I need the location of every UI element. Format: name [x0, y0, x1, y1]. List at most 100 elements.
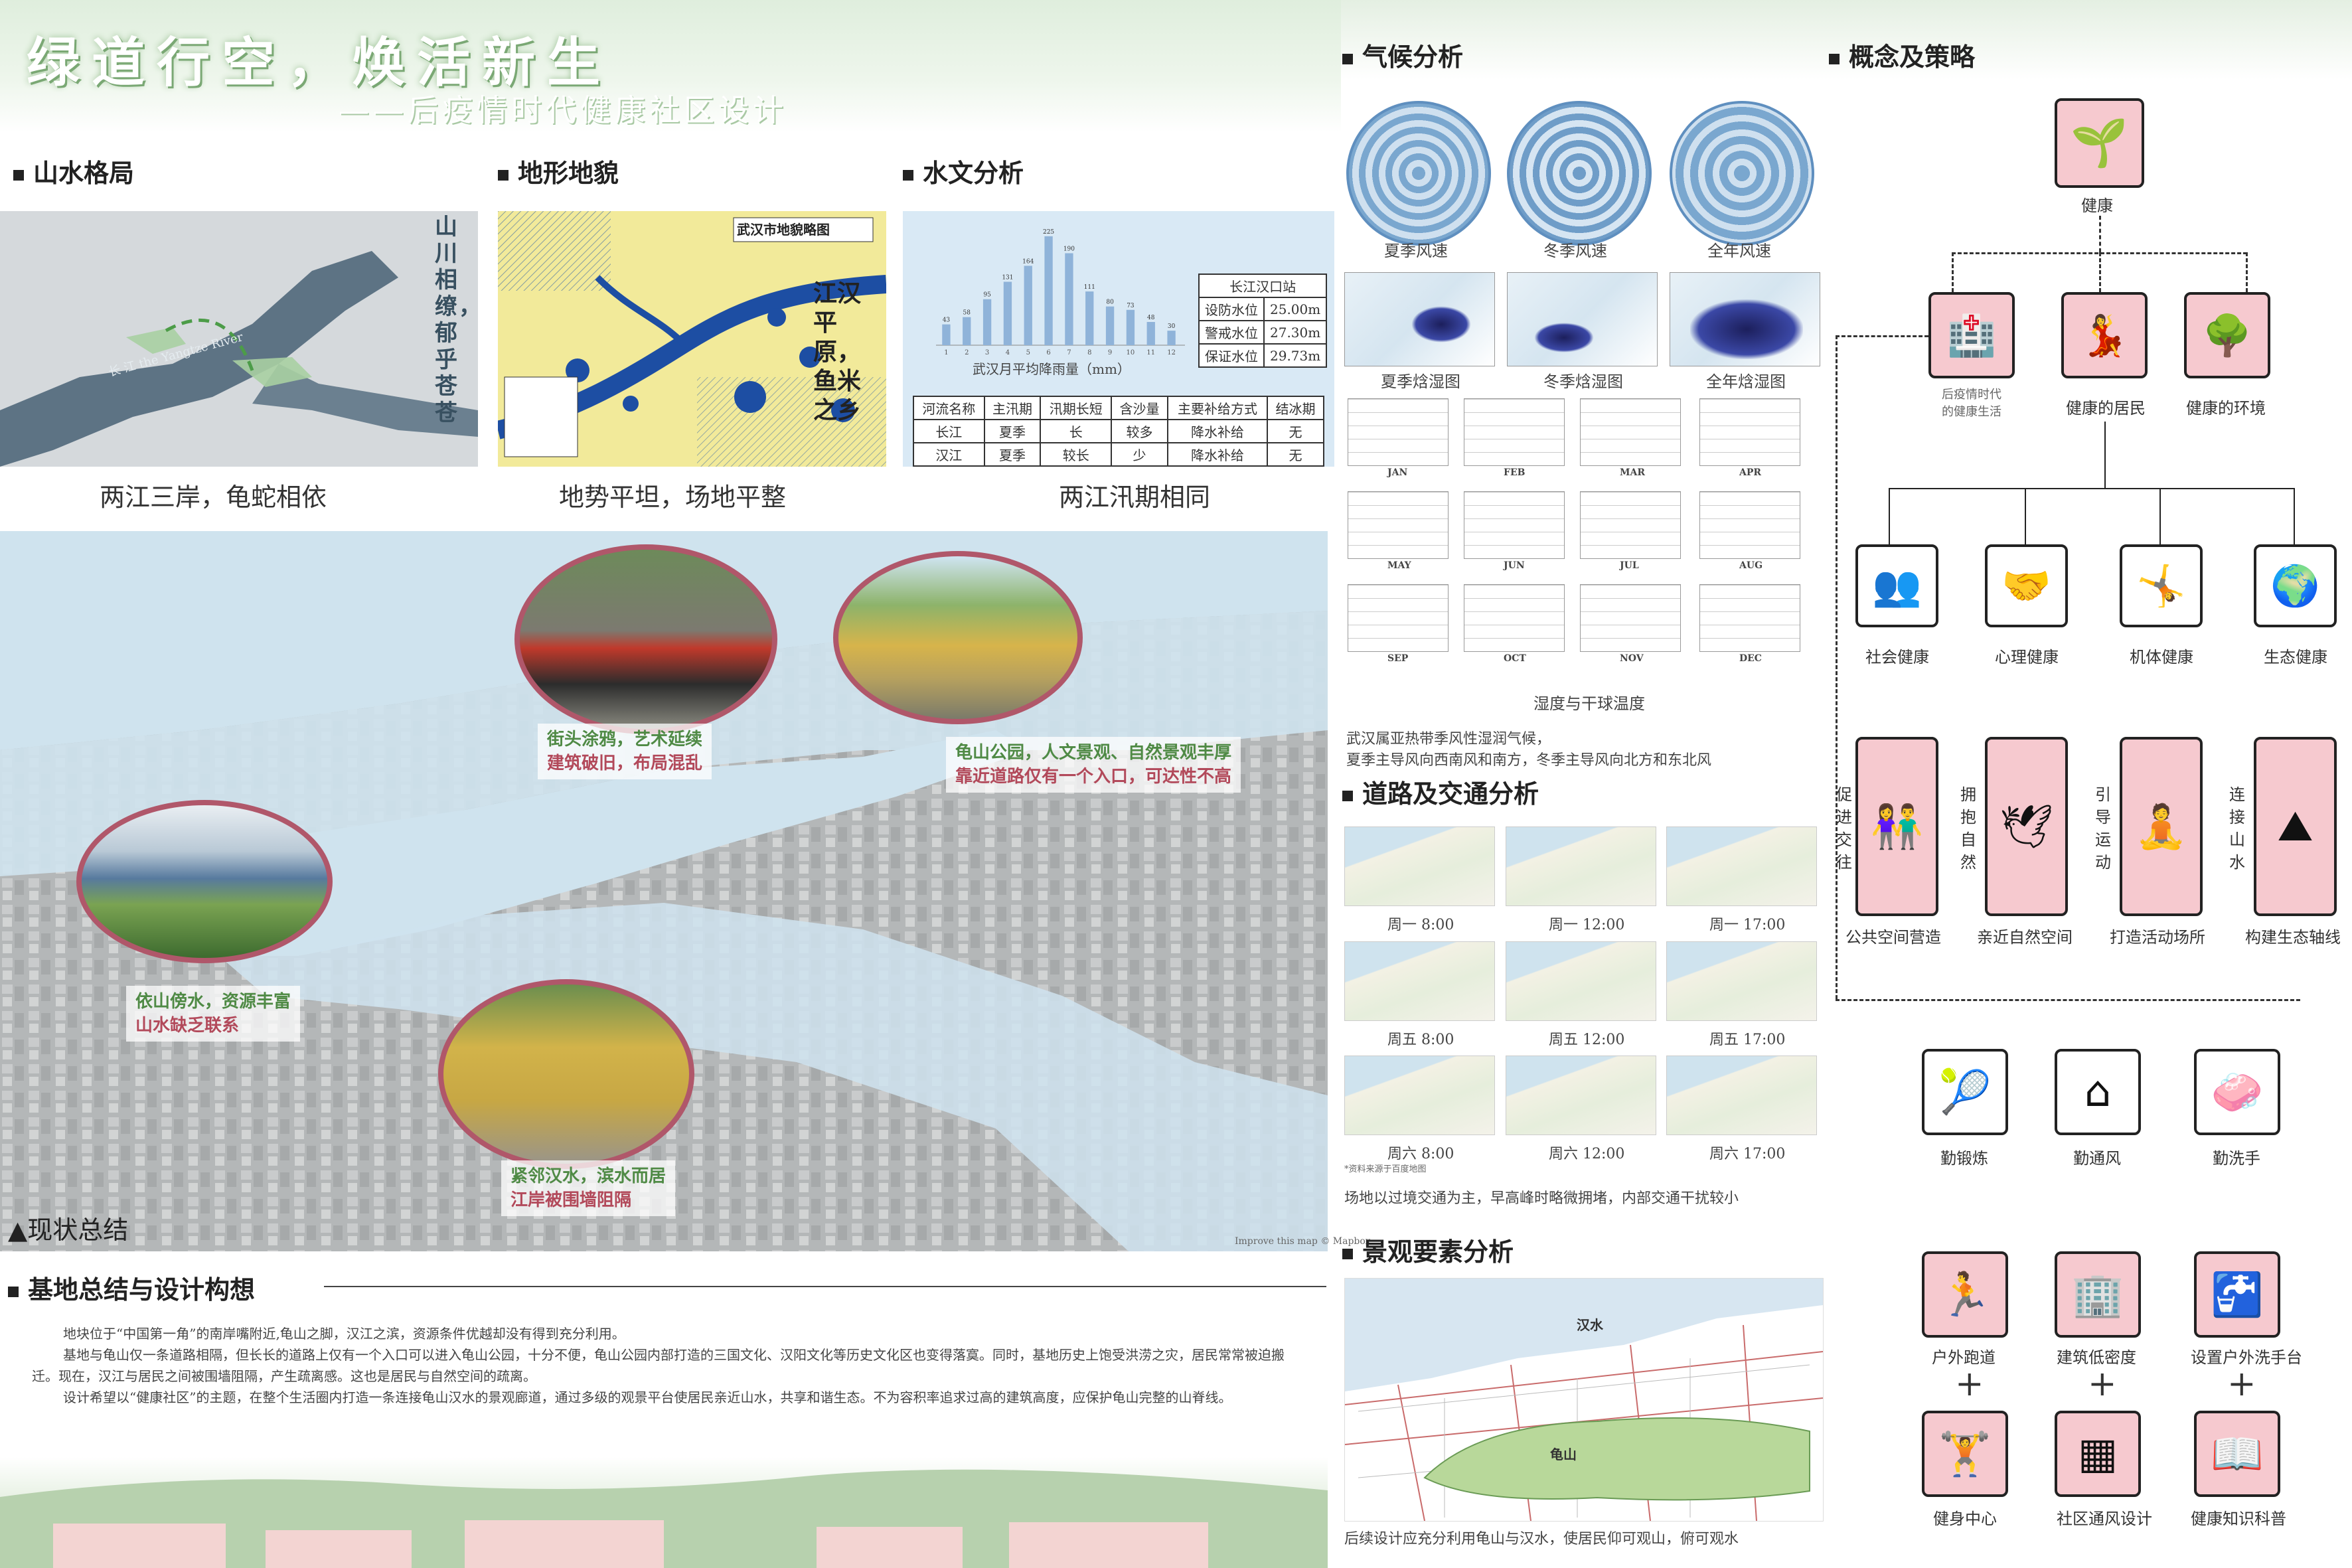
level3-side-4: 连接山水 — [2229, 785, 2245, 872]
connector — [2104, 422, 2106, 488]
level2-label-social: 社会健康 — [1865, 648, 1929, 666]
level1-label-residents: 健康的居民 — [2066, 399, 2146, 418]
humidity-chart — [1580, 584, 1681, 652]
header-jingguan: 景观要素分析 — [1342, 1231, 1514, 1268]
photo-wall — [438, 979, 694, 1169]
psychro-blob — [1690, 299, 1803, 359]
callout-graffiti: 街头涂鸦，艺术延续 建筑破旧，布局混乱 — [538, 724, 712, 779]
level5a-icon-track: 🏃 — [1922, 1251, 2008, 1338]
river-table-header: 结冰期 — [1267, 396, 1324, 420]
level3-side-3: 引导运动 — [2095, 785, 2111, 872]
callout-wall-good: 紧邻汉水，滨水而居 — [510, 1166, 666, 1186]
root-label: 健康 — [2081, 196, 2113, 215]
plus-3: + — [2227, 1364, 2256, 1404]
station-title: 长江汉口站 — [1198, 274, 1328, 298]
humidity-chart — [1464, 491, 1565, 559]
level1-label-life: 后疫情时代 的健康生活 — [1942, 388, 2001, 419]
summary-p3: 设计希望以“健康社区”的主题，在整个生活圈内打造一条连接龟山汉水的景观廊道，通过… — [63, 1389, 1232, 1405]
rainfall-category-label: 12 — [1167, 349, 1176, 356]
level3-icon-nature: 🕊 — [1985, 737, 2068, 916]
humidity-month-label: JUN — [1504, 560, 1525, 571]
humidity-chart — [1348, 398, 1449, 466]
climate-note-2: 夏季主导风向西南风和南方，冬季主导风向北方和东北风 — [1346, 752, 1712, 769]
rainfall-bar — [963, 317, 971, 345]
banner-right-tint — [1341, 0, 2352, 80]
rainfall-value-label: 48 — [1147, 315, 1155, 321]
washstand-icon: 🚰 — [2211, 1270, 2264, 1320]
yoga-icon: 🧘 — [2134, 802, 2188, 852]
connector — [1836, 999, 2300, 1001]
level2-label-mental: 心理健康 — [1995, 648, 2059, 666]
level5b-icon-ventdesign: ▦ — [2055, 1411, 2141, 1497]
humidity-chart — [1580, 491, 1681, 559]
traffic-time-label: 周六 8:00 — [1387, 1146, 1454, 1162]
callout-guishan-bad: 靠近道路仅有一个入口，可达性不高 — [955, 767, 1232, 787]
traffic-map — [1506, 941, 1656, 1021]
connector — [1836, 335, 1928, 337]
level4-icon-ventilate: ⌂ — [2055, 1049, 2141, 1135]
traffic-note: 场地以过境交通为主，早高峰时略微拥堵，内部交通干扰较小 — [1344, 1190, 1739, 1207]
callout-wall: 紧邻汉水，滨水而居 江岸被围墙阻隔 — [501, 1160, 676, 1216]
callout-riverside: 依山傍水，资源丰富 山水缺乏联系 — [126, 986, 301, 1042]
tree-hands-icon: 🌳 — [2202, 312, 2252, 359]
humidity-chart — [1699, 584, 1800, 652]
humidity-month-label: AUG — [1739, 560, 1763, 571]
connector — [1952, 252, 1954, 292]
rainfall-value-label: 73 — [1127, 303, 1135, 309]
wind-rose-annual — [1670, 101, 1814, 246]
humidity-month-label: APR — [1739, 467, 1762, 478]
gym-icon: 🏋 — [1938, 1429, 1992, 1479]
station-cell: 设防水位 — [1198, 297, 1265, 321]
connector — [2294, 488, 2295, 544]
summary-p1: 地块位于“中国第一角”的南岸嘴附近,龟山之脚，汉江之滨，资源条件优越却没有得到充… — [63, 1326, 625, 1342]
traffic-time-label: 周一 8:00 — [1387, 917, 1454, 933]
rainfall-category-label: 8 — [1087, 349, 1091, 356]
dancing-icon: 💃 — [2079, 312, 2130, 359]
level4-label-exercise: 勤锻炼 — [1940, 1149, 1988, 1168]
couple-icon: 👫 — [1870, 802, 1924, 852]
rainfall-category-label: 3 — [985, 349, 989, 356]
traffic-time-label: 周五 12:00 — [1549, 1032, 1625, 1048]
traffic-time-label: 周六 12:00 — [1549, 1146, 1625, 1162]
stretch-icon: 🤸 — [2136, 563, 2186, 609]
rainfall-category-label: 7 — [1067, 349, 1071, 356]
map-attribution: Improve this map © Mapbox — [1235, 1236, 1371, 1247]
rainfall-category-label: 9 — [1108, 349, 1112, 356]
wind-rose-winter — [1507, 101, 1652, 246]
connector — [2025, 488, 2026, 544]
level5b-label-knowledge: 健康知识科普 — [2191, 1510, 2286, 1528]
traffic-map — [1344, 941, 1495, 1021]
connector — [2246, 252, 2248, 292]
rainfall-value-label: 43 — [943, 317, 951, 324]
callout-riverside-good: 依山傍水，资源丰富 — [135, 992, 291, 1012]
dixing-vertical-text: 江汉平原，鱼米之乡 — [813, 279, 862, 424]
level4-label-ventilate: 勤通风 — [2073, 1149, 2121, 1168]
river-table-cell: 夏季 — [983, 419, 1042, 443]
level3-label-public: 公共空间营造 — [1845, 928, 1941, 947]
psychro-blob — [1411, 306, 1471, 343]
wind-rose-summer — [1346, 101, 1491, 246]
river-table-cell: 较长 — [1040, 442, 1113, 467]
humidity-chart — [1464, 398, 1565, 466]
dixing-map — [498, 211, 886, 467]
rainfall-value-label: 111 — [1084, 284, 1095, 291]
station-cell: 保证水位 — [1198, 343, 1265, 368]
river-table-cell: 降水补给 — [1166, 442, 1269, 467]
rainfall-category-label: 2 — [965, 349, 969, 356]
rainfall-value-label: 131 — [1002, 274, 1013, 281]
level1-label-environment: 健康的环境 — [2186, 399, 2266, 418]
traffic-map — [1666, 1056, 1817, 1135]
rainfall-bar — [1146, 322, 1155, 345]
rainfall-bar — [1085, 291, 1094, 345]
dixing-map-title: 武汉市地貌略图 — [737, 222, 830, 238]
river-table-header: 含沙量 — [1111, 396, 1168, 420]
station-cell: 25.00m — [1263, 297, 1328, 321]
humidity-caption: 湿度与干球温度 — [1533, 694, 1645, 713]
traffic-time-label: 周一 12:00 — [1549, 917, 1625, 933]
faces-icon: 👥 — [1872, 563, 1922, 609]
skyline-strip — [0, 1457, 1328, 1568]
level3-icon-axis: ⛰ — [2254, 737, 2337, 916]
level3-label-activity: 打造活动场所 — [2110, 928, 2205, 947]
level5a-icon-lowdensity: 🏢 — [2055, 1251, 2141, 1338]
title-banner — [0, 0, 1341, 133]
